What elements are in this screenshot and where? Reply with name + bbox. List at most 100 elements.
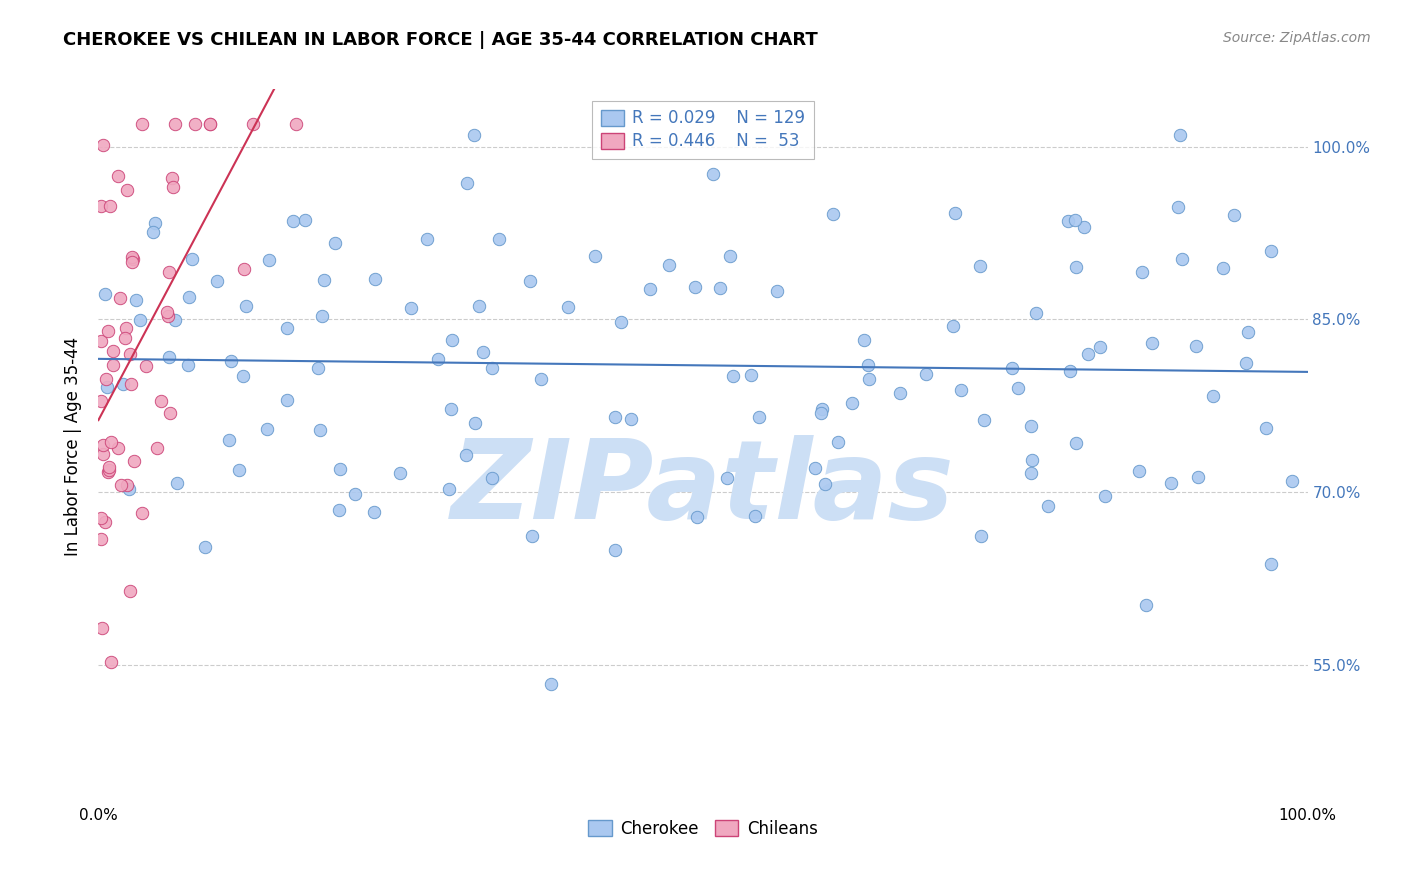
- Point: [1057, 214, 1080, 228]
- Point: [131, 117, 153, 131]
- Point: [766, 284, 789, 298]
- Point: [1185, 338, 1208, 352]
- Point: [620, 412, 643, 426]
- Point: [1140, 335, 1163, 350]
- Point: [177, 358, 200, 372]
- Point: [841, 396, 863, 410]
- Point: [142, 225, 165, 239]
- Point: [914, 367, 936, 381]
- Point: [242, 117, 264, 131]
- Point: [135, 359, 157, 373]
- Point: [157, 350, 180, 364]
- Point: [131, 507, 153, 521]
- Point: [943, 206, 966, 220]
- Point: [159, 406, 181, 420]
- Point: [1064, 435, 1087, 450]
- Point: [1025, 306, 1047, 320]
- Point: [889, 386, 911, 401]
- Point: [311, 310, 333, 324]
- Point: [388, 466, 411, 480]
- Point: [583, 249, 606, 263]
- Point: [1160, 476, 1182, 491]
- Point: [200, 117, 222, 131]
- Point: [194, 540, 217, 554]
- Point: [748, 410, 770, 425]
- Point: [107, 169, 129, 183]
- Point: [257, 252, 280, 267]
- Point: [108, 291, 131, 305]
- Point: [101, 344, 124, 359]
- Point: [363, 505, 385, 519]
- Point: [811, 401, 834, 416]
- Point: [686, 510, 709, 524]
- Point: [90, 532, 112, 546]
- Point: [1019, 467, 1042, 481]
- Point: [456, 176, 478, 190]
- Point: [440, 333, 463, 347]
- Point: [165, 312, 187, 326]
- Point: [716, 471, 738, 485]
- Point: [1076, 347, 1098, 361]
- Point: [709, 280, 731, 294]
- Point: [481, 360, 503, 375]
- Point: [228, 463, 250, 477]
- Point: [1212, 260, 1234, 275]
- Point: [309, 423, 332, 437]
- Point: [1260, 557, 1282, 571]
- Point: [307, 361, 329, 376]
- Point: [129, 313, 152, 327]
- Point: [427, 352, 450, 367]
- Point: [1059, 363, 1081, 377]
- Point: [166, 475, 188, 490]
- Point: [91, 137, 114, 152]
- Point: [488, 232, 510, 246]
- Point: [117, 478, 139, 492]
- Point: [744, 509, 766, 524]
- Point: [232, 369, 254, 384]
- Legend: Cherokee, Chileans: Cherokee, Chileans: [582, 814, 824, 845]
- Point: [115, 184, 138, 198]
- Point: [1223, 208, 1246, 222]
- Point: [121, 254, 143, 268]
- Point: [325, 236, 347, 251]
- Point: [97, 324, 120, 338]
- Point: [858, 372, 880, 386]
- Point: [1007, 381, 1029, 395]
- Point: [1234, 356, 1257, 370]
- Point: [276, 321, 298, 335]
- Point: [401, 301, 423, 315]
- Point: [1036, 499, 1059, 513]
- Point: [605, 409, 627, 424]
- Point: [156, 305, 179, 319]
- Point: [821, 207, 844, 221]
- Point: [218, 433, 240, 447]
- Point: [97, 460, 120, 475]
- Point: [118, 347, 141, 361]
- Point: [1021, 453, 1043, 467]
- Point: [1237, 325, 1260, 339]
- Point: [464, 417, 486, 431]
- Point: [96, 372, 118, 386]
- Point: [720, 249, 742, 263]
- Point: [364, 272, 387, 286]
- Point: [276, 392, 298, 407]
- Point: [121, 252, 143, 266]
- Point: [1073, 220, 1095, 235]
- Point: [221, 353, 243, 368]
- Point: [91, 438, 114, 452]
- Point: [603, 543, 626, 558]
- Point: [415, 232, 437, 246]
- Point: [149, 393, 172, 408]
- Point: [1281, 474, 1303, 488]
- Point: [94, 516, 117, 530]
- Point: [180, 252, 202, 266]
- Point: [856, 358, 879, 372]
- Text: ZIPatlas: ZIPatlas: [451, 435, 955, 542]
- Point: [814, 477, 837, 491]
- Text: CHEROKEE VS CHILEAN IN LABOR FORCE | AGE 35-44 CORRELATION CHART: CHEROKEE VS CHILEAN IN LABOR FORCE | AGE…: [63, 31, 818, 49]
- Point: [609, 316, 631, 330]
- Point: [740, 368, 762, 383]
- Point: [163, 117, 186, 131]
- Point: [98, 199, 121, 213]
- Text: Source: ZipAtlas.com: Source: ZipAtlas.com: [1223, 31, 1371, 45]
